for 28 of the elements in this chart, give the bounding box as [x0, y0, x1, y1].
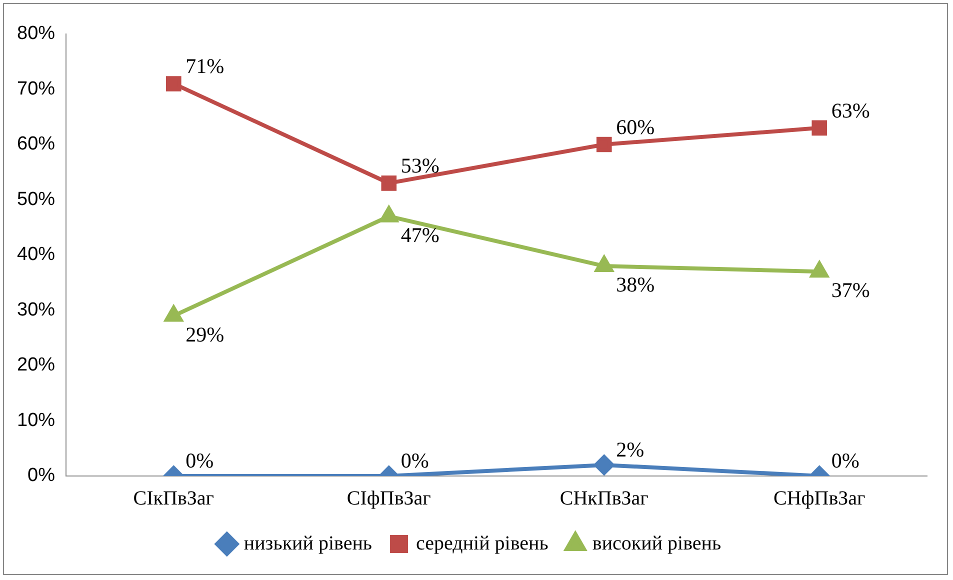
data-label: 0%: [831, 448, 860, 473]
y-tick-label: 20%: [16, 354, 56, 376]
data-label: 0%: [186, 448, 214, 473]
y-tick-label: 10%: [16, 410, 56, 431]
data-label: 53%: [400, 154, 440, 178]
y-tick-label: 60%: [16, 134, 56, 155]
y-tick-label: 30%: [16, 299, 56, 320]
legend-label: високий рівень: [592, 532, 722, 554]
data-label: 47%: [400, 222, 440, 247]
y-tick-label: 70%: [16, 78, 56, 100]
x-tick-label: СІкПвЗаг: [133, 487, 214, 510]
data-label: 71%: [186, 54, 224, 78]
data-label: 0%: [400, 448, 429, 473]
data-label: 2%: [616, 437, 644, 462]
y-tick-label: 0%: [28, 465, 56, 486]
y-tick-label: 80%: [16, 23, 56, 44]
x-tick-label: СНкПвЗаг: [560, 487, 648, 510]
data-label: 37%: [831, 278, 870, 302]
legend-label: середній рівень: [416, 532, 548, 554]
data-label: 29%: [186, 322, 224, 346]
data-label: 38%: [616, 272, 655, 297]
legend-label: низький рівень: [244, 532, 372, 554]
y-tick-label: 40%: [16, 244, 56, 266]
y-tick-label: 50%: [16, 188, 56, 210]
data-label: 63%: [831, 98, 870, 122]
x-tick-label: СІфПвЗаг: [346, 487, 431, 510]
x-tick-label: СНфПвЗаг: [774, 487, 866, 510]
data-label: 60%: [616, 115, 655, 140]
